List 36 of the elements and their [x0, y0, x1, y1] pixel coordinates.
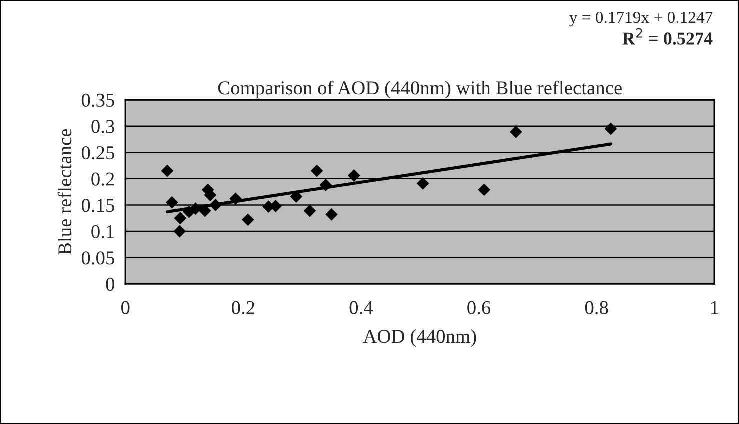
y-tick-label: 0.1 — [92, 225, 114, 239]
point — [242, 214, 254, 226]
point — [310, 164, 324, 178]
y-tick-label: 0 — [106, 278, 114, 292]
point — [478, 184, 491, 196]
x-tick-label: 0.4 — [350, 301, 374, 315]
point — [290, 190, 303, 204]
x-axis-title: AOD (440nm) — [363, 329, 476, 348]
point — [230, 192, 242, 206]
point — [304, 204, 316, 218]
point — [416, 177, 430, 190]
point — [174, 225, 186, 238]
point — [166, 196, 178, 209]
point — [604, 122, 618, 136]
point — [326, 208, 338, 221]
x-tick-label: 0.2 — [232, 301, 255, 315]
y-tick-label: 0.05 — [82, 252, 114, 265]
point — [510, 126, 522, 138]
y-tick-label: 0.2 — [92, 172, 114, 186]
x-tick-label: 0 — [122, 301, 130, 314]
point — [174, 212, 187, 225]
text: R$^{2}$ = 0.5274 — [622, 28, 713, 45]
y-tick-label: 0.25 — [82, 146, 114, 160]
chart-title: Comparison of AOD (440nm) with Blue reflectance — [218, 80, 622, 99]
y-axis-title: Blue reflectance — [58, 129, 72, 255]
point — [161, 164, 174, 178]
text: y = 0.1719x + 0.1247 — [570, 12, 713, 27]
x-tick-label: 0.8 — [585, 301, 608, 315]
x-tick-label: 0.6 — [468, 301, 491, 315]
y-tick-label: 0.35 — [82, 94, 114, 108]
y-tick-label: 0.15 — [82, 199, 114, 212]
point — [210, 199, 222, 212]
x-tick-label: 1 — [711, 301, 718, 314]
point — [348, 170, 360, 182]
y-tick-label: 0.3 — [92, 120, 114, 134]
point — [320, 179, 332, 192]
